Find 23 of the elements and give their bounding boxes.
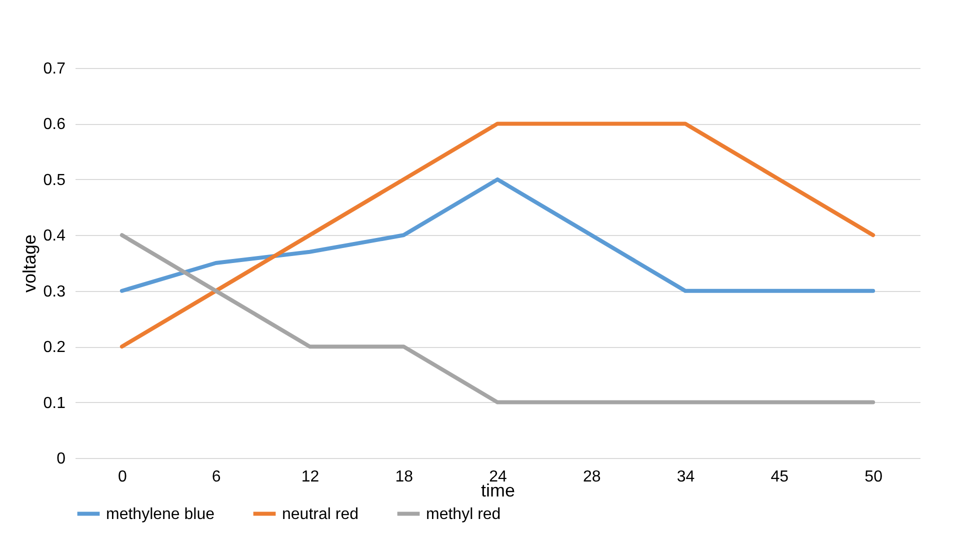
x-tick-label: 34 <box>676 468 695 486</box>
x-tick-label: 45 <box>770 468 789 486</box>
y-tick-label: 0 <box>56 450 66 468</box>
line-series <box>120 177 876 293</box>
x-tick-label: 50 <box>864 468 883 486</box>
y-tick-label: 0.3 <box>43 283 66 300</box>
x-tick-label: 0 <box>118 468 127 486</box>
legend-label: neutral red <box>282 506 358 523</box>
legend-label: methyl red <box>426 506 501 523</box>
x-tick-label: 6 <box>212 468 221 486</box>
y-tick-label: 0.2 <box>43 339 66 356</box>
line-series <box>120 233 876 404</box>
y-tick-label: 0.1 <box>43 394 66 412</box>
y-tick-label: 0.6 <box>43 116 66 134</box>
y-tick-label: 0.7 <box>43 60 66 78</box>
x-tick-label: 28 <box>582 468 601 486</box>
line-series <box>120 122 876 349</box>
x-tick-label: 12 <box>301 468 320 486</box>
y-tick-label: 0.4 <box>43 228 66 245</box>
x-tick-label: 18 <box>395 468 414 486</box>
legend-label: methylene blue <box>106 506 215 523</box>
y-tick-label: 0.5 <box>43 172 66 189</box>
y-axis-title: voltage <box>19 234 40 293</box>
